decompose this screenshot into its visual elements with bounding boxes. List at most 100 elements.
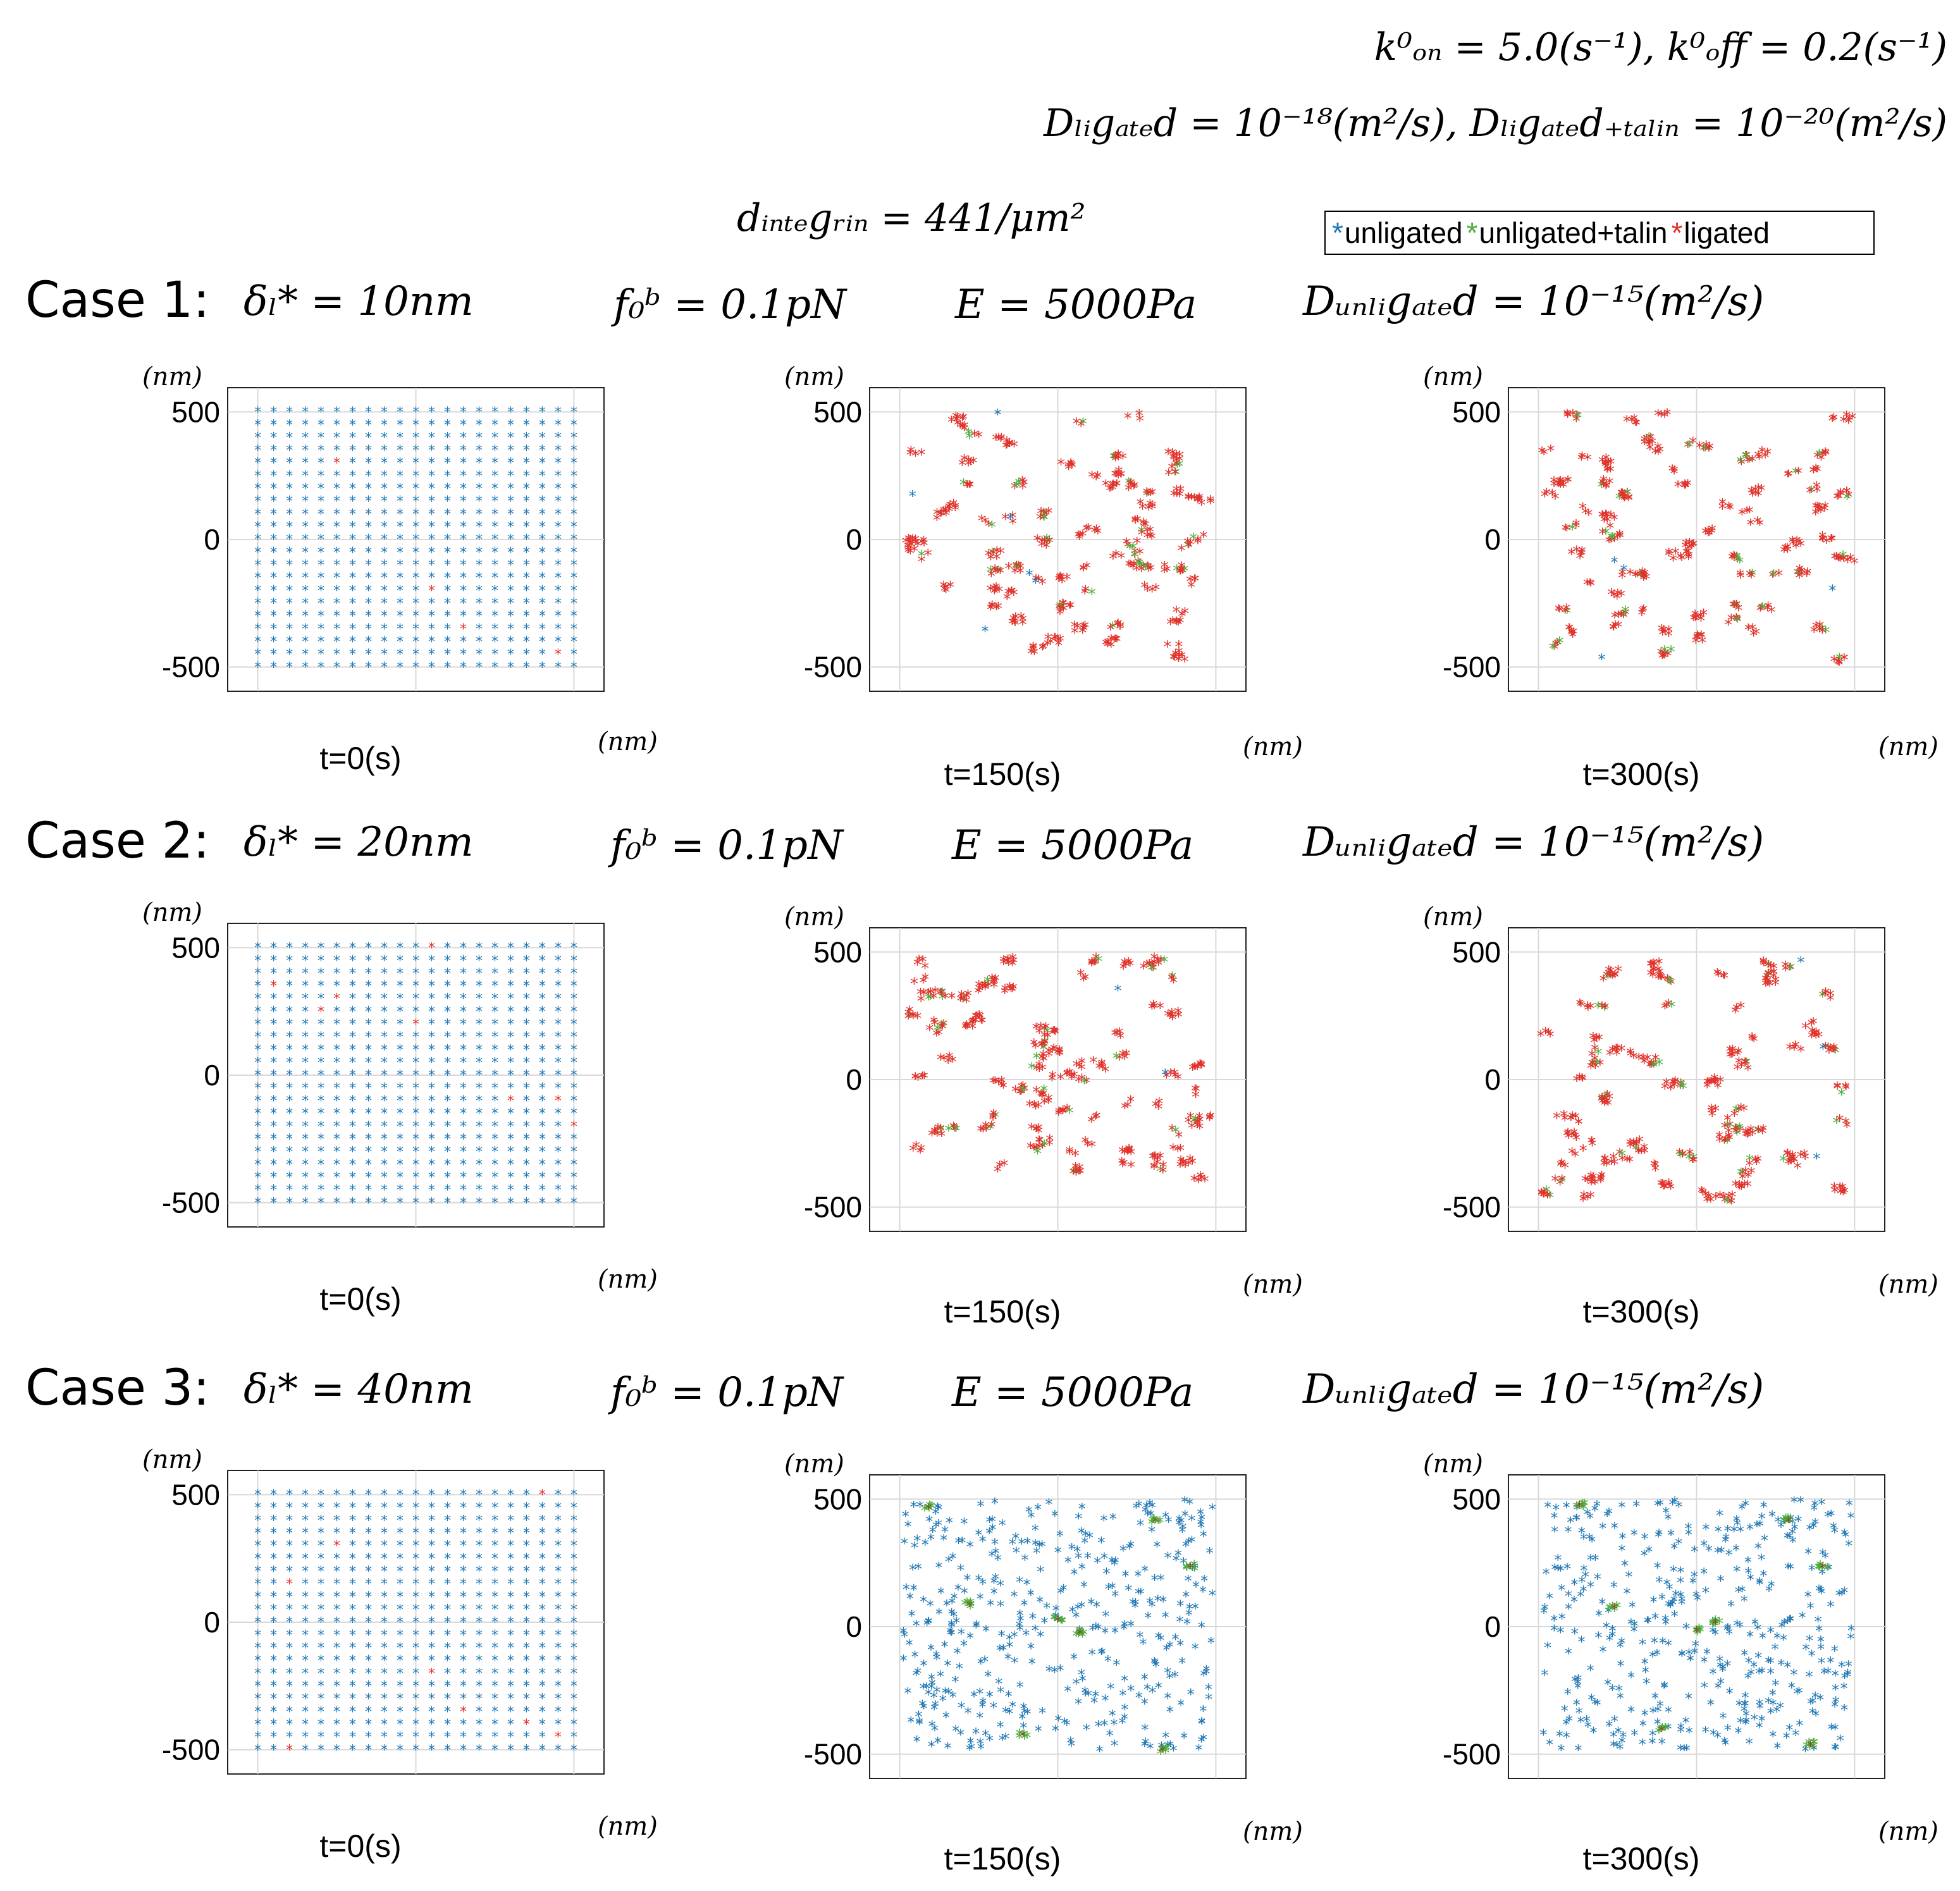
data-point: * bbox=[444, 1513, 451, 1529]
data-point: * bbox=[570, 1068, 577, 1084]
data-point: * bbox=[913, 956, 921, 975]
data-point: * bbox=[1832, 550, 1840, 569]
data-point: * bbox=[912, 535, 920, 554]
data-point: * bbox=[1665, 545, 1673, 564]
data-point: * bbox=[1164, 1665, 1171, 1682]
data-point: * bbox=[1027, 1586, 1035, 1604]
data-point: * bbox=[978, 1699, 986, 1716]
data-point: * bbox=[381, 992, 388, 1007]
data-point: * bbox=[1168, 1011, 1176, 1030]
data-point: * bbox=[1677, 1588, 1684, 1606]
data-point: * bbox=[349, 596, 356, 612]
data-point: * bbox=[365, 494, 372, 510]
data-point: * bbox=[1551, 641, 1559, 660]
data-point: * bbox=[1821, 985, 1830, 1004]
data-point: * bbox=[539, 1704, 546, 1720]
data-point: * bbox=[333, 622, 340, 638]
data-point: * bbox=[1806, 1599, 1814, 1617]
data-point: * bbox=[956, 419, 965, 438]
data-point: * bbox=[937, 1019, 945, 1038]
data-point: * bbox=[381, 1717, 388, 1733]
data-point: * bbox=[1162, 1069, 1171, 1088]
case1-D: Dᵤₙₗᵢgₐₜₑd = 10⁻¹⁵(m²/s) bbox=[1303, 278, 1765, 325]
data-point: * bbox=[1047, 635, 1055, 654]
data-point: * bbox=[476, 469, 483, 484]
data-point: * bbox=[987, 1597, 994, 1615]
data-point: * bbox=[1649, 956, 1657, 975]
data-point: * bbox=[397, 1539, 404, 1555]
data-point: * bbox=[333, 1653, 340, 1669]
data-point: * bbox=[1556, 1176, 1564, 1195]
data-point: * bbox=[1011, 1628, 1018, 1646]
data-point: * bbox=[1650, 957, 1658, 976]
data-point: * bbox=[412, 992, 419, 1007]
data-point: * bbox=[302, 430, 309, 446]
data-point: * bbox=[1579, 1500, 1587, 1519]
x-unit-label: (nm) bbox=[1243, 1270, 1303, 1299]
data-point: * bbox=[1192, 1112, 1200, 1131]
data-point: * bbox=[428, 1017, 435, 1033]
data-point: * bbox=[1739, 1166, 1747, 1185]
data-point: * bbox=[1045, 1132, 1054, 1151]
data-point: * bbox=[1625, 491, 1633, 510]
data-point: * bbox=[1846, 1497, 1853, 1515]
data-point: * bbox=[989, 546, 997, 565]
data-point: * bbox=[1787, 961, 1795, 980]
data-point: * bbox=[333, 1551, 340, 1567]
data-point: * bbox=[1746, 516, 1754, 535]
data-point: * bbox=[1084, 520, 1092, 539]
data-point: * bbox=[972, 1619, 980, 1637]
data-point: * bbox=[1806, 1740, 1814, 1759]
data-point: * bbox=[1596, 1173, 1605, 1192]
data-point: * bbox=[365, 1615, 372, 1631]
time-label-case2-t300: t=300(s) bbox=[1582, 1294, 1700, 1329]
data-point: * bbox=[928, 1676, 936, 1694]
data-point: * bbox=[1689, 1150, 1698, 1169]
data-point: * bbox=[254, 953, 261, 969]
data-point: * bbox=[1054, 1544, 1062, 1561]
data-point: * bbox=[270, 533, 277, 548]
data-point: * bbox=[1602, 508, 1610, 527]
x-tick-label: -500 bbox=[871, 1235, 929, 1238]
data-point: * bbox=[981, 1653, 989, 1671]
header-density: dᵢₙₜₑgᵣᵢₙ = 441/μm² bbox=[737, 196, 1086, 240]
data-point: * bbox=[1571, 1129, 1579, 1148]
data-point: * bbox=[1571, 1673, 1579, 1691]
data-point: * bbox=[1009, 586, 1018, 605]
data-point: * bbox=[349, 1539, 356, 1555]
data-point: * bbox=[1029, 641, 1037, 660]
data-point: * bbox=[286, 966, 293, 982]
data-point: * bbox=[428, 545, 435, 561]
data-point: * bbox=[1780, 1632, 1787, 1649]
data-point: * bbox=[1614, 963, 1622, 982]
data-point: * bbox=[1068, 1737, 1075, 1755]
data-point: * bbox=[286, 1195, 293, 1211]
data-point: * bbox=[317, 494, 324, 510]
data-point: * bbox=[523, 1717, 530, 1733]
data-point: * bbox=[570, 1526, 577, 1542]
data-point: * bbox=[1111, 452, 1119, 471]
data-point: * bbox=[1692, 1637, 1699, 1655]
data-point: * bbox=[476, 660, 483, 675]
data-point: * bbox=[365, 1730, 372, 1746]
data-point: * bbox=[460, 1488, 467, 1503]
data-point: * bbox=[1734, 1045, 1742, 1064]
data-point: * bbox=[444, 1628, 451, 1644]
data-point: * bbox=[1081, 619, 1089, 638]
data-point: * bbox=[1839, 1183, 1847, 1202]
data-point: * bbox=[1161, 558, 1169, 577]
data-point: * bbox=[397, 1641, 404, 1656]
data-point: * bbox=[523, 1195, 530, 1211]
data-point: * bbox=[1040, 1095, 1049, 1114]
data-point: * bbox=[460, 992, 467, 1007]
data-point: * bbox=[1540, 1605, 1548, 1622]
data-point: * bbox=[1076, 1164, 1084, 1183]
data-point: * bbox=[1558, 1172, 1566, 1191]
data-point: * bbox=[1107, 481, 1115, 500]
data-point: * bbox=[491, 583, 498, 599]
data-point: * bbox=[942, 580, 950, 599]
data-point: * bbox=[1808, 1561, 1816, 1579]
data-point: * bbox=[428, 1488, 435, 1503]
data-point: * bbox=[476, 1183, 483, 1198]
data-point: * bbox=[1140, 515, 1148, 534]
